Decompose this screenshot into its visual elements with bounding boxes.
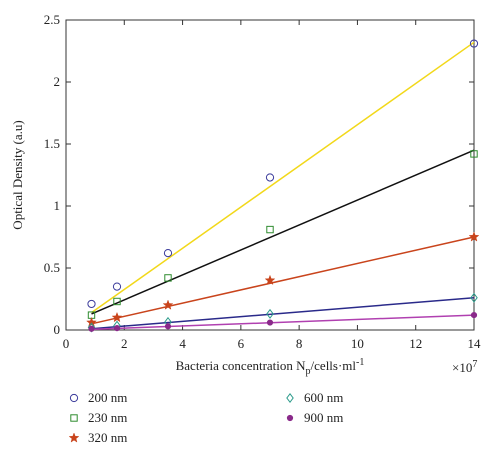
y-tick-label: 0.5 <box>44 260 60 275</box>
fit-line-230-nm <box>91 149 475 315</box>
data-point-320-nm <box>86 316 97 328</box>
data-point-320-nm <box>111 311 123 323</box>
x-multiplier-exp: 7 <box>472 359 477 370</box>
x-tick-label: 12 <box>409 336 422 351</box>
x-axis-title-sup: -1 <box>356 357 364 368</box>
data-point-230-nm <box>113 297 121 306</box>
legend-marker-230-nm <box>70 414 78 422</box>
y-axis-title: Optical Density (a.u) <box>10 120 25 229</box>
fit-lines <box>91 41 475 331</box>
x-axis-title-sub: p <box>306 366 311 377</box>
y-tick-label: 1 <box>54 198 61 213</box>
data-point-900-nm <box>266 319 274 326</box>
x-axis: 0 2 4 6 8 10 12 14 <box>63 20 481 351</box>
data-point-900-nm <box>164 323 172 330</box>
legend-label-600-nm: 600 nm <box>304 390 343 405</box>
x-tick-label: 0 <box>63 336 70 351</box>
data-point-200-nm <box>469 39 479 48</box>
data-point-320-nm <box>162 299 174 310</box>
legend-marker-200-nm <box>69 393 79 403</box>
x-multiplier-base: ×10 <box>452 360 472 375</box>
data-point-320-nm <box>264 274 276 286</box>
x-axis-title-rest: /cells·ml <box>311 358 357 373</box>
data-point-200-nm <box>265 173 275 182</box>
y-tick-label: 2 <box>54 74 61 89</box>
x-axis-title-main: Bacteria concentration N <box>176 358 307 373</box>
fit-line-320-nm <box>91 236 475 325</box>
x-tick-label: 4 <box>179 336 186 351</box>
fit-line-600-nm <box>91 297 475 330</box>
y-tick-label: 2.5 <box>44 12 60 27</box>
legend: 200 nm 230 nm 320 nm 600 nm 900 nm <box>68 390 343 445</box>
x-tick-label: 14 <box>468 336 482 351</box>
x-tick-label: 10 <box>351 336 364 351</box>
y-tick-label: 0 <box>54 322 61 337</box>
legend-label-230-nm: 230 nm <box>88 410 127 425</box>
data-point-900-nm <box>470 312 478 319</box>
data-point-600-nm <box>470 292 478 303</box>
data-point-230-nm <box>164 274 172 282</box>
data-point-900-nm <box>113 325 121 332</box>
data-point-230-nm <box>266 225 274 234</box>
data-point-900-nm <box>88 325 95 332</box>
y-axis: 0 0.5 1 1.5 2 2.5 <box>44 12 474 337</box>
x-axis-title: Bacteria concentration Np/cells·ml-1 <box>176 357 365 377</box>
legend-marker-600-nm <box>286 392 294 404</box>
legend-label-320-nm: 320 nm <box>88 430 127 445</box>
legend-marker-900-nm <box>286 414 294 422</box>
legend-label-200-nm: 200 nm <box>88 390 127 405</box>
data-point-230-nm <box>470 150 478 158</box>
data-point-600-nm <box>266 308 274 319</box>
data-point-320-nm <box>468 231 480 242</box>
x-multiplier: ×107 <box>452 359 477 375</box>
fit-line-200-nm <box>91 41 475 314</box>
data-point-200-nm <box>87 299 96 309</box>
legend-label-900-nm: 900 nm <box>304 410 343 425</box>
x-tick-label: 6 <box>238 336 245 351</box>
data-point-200-nm <box>163 249 173 258</box>
fit-line-900-nm <box>91 314 475 331</box>
x-tick-label: 2 <box>121 336 128 351</box>
plot-frame <box>65 19 475 331</box>
data-point-200-nm <box>112 282 122 291</box>
x-tick-label: 8 <box>296 336 303 351</box>
legend-marker-320-nm <box>68 432 80 443</box>
y-tick-label: 1.5 <box>44 136 60 151</box>
data-markers <box>86 39 480 333</box>
